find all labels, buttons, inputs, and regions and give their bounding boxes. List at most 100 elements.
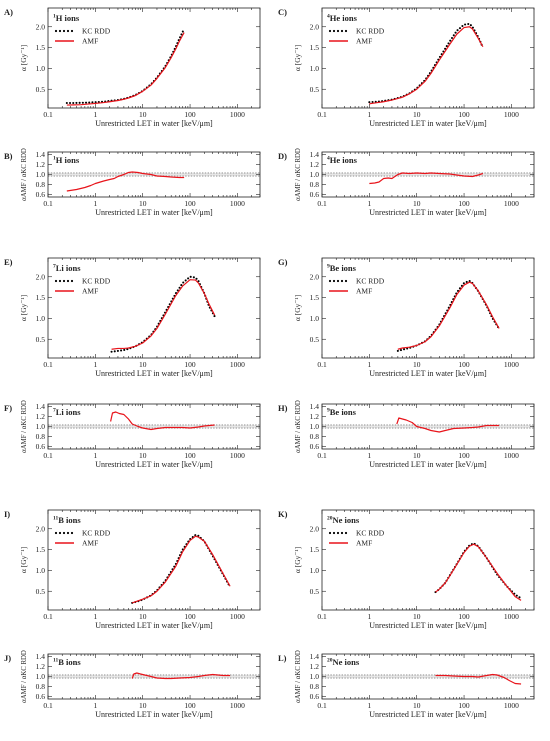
legend-kc-label: KC RDD — [82, 529, 111, 538]
legend-kc-marker — [70, 531, 74, 535]
x-tick-label: 100 — [184, 360, 196, 369]
x-tick-label: 1 — [93, 199, 97, 208]
panel-e: 0.1 1 10 100 1000 0.5 1.0 1.5 2.0 Unrestricted LE… — [4, 257, 261, 378]
y-tick-label: 2.0 — [36, 272, 46, 281]
reference-band — [322, 675, 534, 678]
legend-amf-label: AMF — [82, 539, 98, 548]
x-axis-title: Unrestricted LET in water [keV/μm] — [95, 119, 213, 128]
y-tick-label: 1.2 — [36, 662, 46, 671]
series-amf-line — [435, 543, 522, 601]
y-tick-label: 1.2 — [36, 160, 46, 169]
panel-f: 0.1 1 10 100 1000 0.60.81.01.21.4 Unrestricted… — [4, 400, 261, 469]
panel-letter: A) — [4, 7, 13, 17]
legend-amf-label: AMF — [356, 539, 372, 548]
y-axis-title: αAMF / αKC RDD — [21, 400, 28, 453]
reference-band — [322, 425, 534, 428]
ion-mass-number: 1 — [53, 156, 56, 162]
x-tick-label: 10 — [139, 451, 147, 460]
ion-label: 7Li ions — [53, 263, 81, 273]
x-tick-label: 1000 — [230, 360, 245, 369]
legend-kc-marker — [58, 279, 62, 283]
legend-kc-marker — [332, 29, 336, 33]
x-tick-label: 100 — [458, 199, 470, 208]
legend-kc-marker — [336, 29, 340, 33]
ion-name: Be ions — [330, 407, 357, 417]
ion-name: He ions — [330, 155, 358, 165]
y-tick-label: 1.5 — [310, 545, 320, 554]
y-tick-label: 0.8 — [310, 180, 320, 189]
series-kc-point — [368, 101, 371, 104]
ion-name: B ions — [58, 657, 81, 667]
x-tick-label: 100 — [184, 451, 196, 460]
x-tick-label: 1000 — [504, 199, 519, 208]
y-tick-label: 2.0 — [310, 22, 320, 31]
legend-kc-marker — [328, 531, 332, 535]
x-axis-title: Unrestricted LET in water [keV/μm] — [95, 621, 213, 630]
plot-frame — [47, 7, 261, 109]
series-kc-point — [449, 39, 452, 42]
x-axis-title: Unrestricted LET in water [keV/μm] — [95, 208, 213, 217]
ion-mass-number: 1 — [53, 14, 56, 20]
y-tick-label: 1.4 — [310, 150, 320, 159]
series-kc-point — [81, 101, 84, 104]
legend-kc-marker — [70, 29, 74, 33]
legend-kc-marker — [336, 279, 340, 283]
y-tick-label: 1.4 — [310, 402, 320, 411]
x-tick-label: 10 — [139, 110, 147, 119]
y-axis-title: αAMF / αKC RDD — [295, 148, 302, 201]
series-kc-point — [116, 349, 119, 352]
legend-kc-marker — [54, 531, 58, 535]
legend-kc-label: KC RDD — [82, 277, 111, 286]
y-axis-title: α [Gy⁻¹] — [19, 295, 28, 321]
ion-name: H ions — [56, 155, 80, 165]
x-axis-title: Unrestricted LET in water [keV/μm] — [369, 460, 487, 469]
series-amf-line — [396, 417, 500, 433]
series-kc-point — [182, 281, 185, 284]
y-tick-label: 1.0 — [310, 64, 320, 73]
y-tick-label: 1.0 — [310, 422, 320, 431]
x-tick-label: 10 — [413, 612, 421, 621]
legend-kc-marker — [328, 29, 332, 33]
y-tick-label: 0.5 — [310, 335, 320, 344]
x-tick-label: 1000 — [504, 612, 519, 621]
x-tick-label: 0.1 — [317, 451, 327, 460]
panel-g: 0.1 1 10 100 1000 0.5 1.0 1.5 2.0 Unrestricted LE… — [278, 257, 535, 378]
legend-kc-marker — [66, 29, 70, 33]
series-kc-point — [402, 348, 406, 351]
series-kc-point — [180, 33, 183, 36]
series-kc-point — [462, 282, 465, 285]
legend-kc-marker — [340, 29, 344, 33]
series-amf-line — [110, 411, 215, 431]
series-amf-line — [369, 172, 484, 185]
x-tick-label: 0.1 — [43, 110, 53, 119]
y-tick-label: 2.0 — [310, 272, 320, 281]
x-axis-title: Unrestricted LET in water [keV/μm] — [369, 710, 487, 719]
x-tick-label: 10 — [139, 360, 147, 369]
ion-label: 1H ions — [53, 13, 80, 23]
x-tick-label: 1 — [93, 110, 97, 119]
y-tick-label: 0.8 — [36, 180, 46, 189]
y-tick-label: 0.6 — [36, 442, 46, 451]
series-kc-point — [78, 101, 81, 104]
legend-kc-marker — [66, 531, 70, 535]
panel-letter: I) — [4, 509, 10, 519]
x-tick-label: 1 — [93, 612, 97, 621]
x-tick-label: 1 — [367, 612, 371, 621]
series-kc-point — [180, 284, 183, 287]
ion-name: Ne ions — [333, 657, 360, 667]
panel-letter: C) — [278, 7, 287, 17]
x-tick-label: 10 — [139, 612, 147, 621]
y-tick-label: 1.5 — [310, 43, 320, 52]
y-tick-label: 1.4 — [36, 402, 46, 411]
series-amf-line — [435, 673, 522, 685]
x-tick-label: 10 — [413, 110, 421, 119]
series-amf-line — [66, 32, 185, 106]
series-amf-line — [131, 535, 231, 604]
x-tick-label: 0.1 — [43, 612, 53, 621]
x-tick-label: 1 — [367, 360, 371, 369]
y-tick-label: 1.0 — [36, 64, 46, 73]
series-kc-point — [468, 280, 471, 283]
y-tick-label: 0.8 — [310, 432, 320, 441]
ion-mass-number: 9 — [327, 264, 330, 270]
y-axis-title: α [Gy⁻¹] — [293, 547, 302, 573]
